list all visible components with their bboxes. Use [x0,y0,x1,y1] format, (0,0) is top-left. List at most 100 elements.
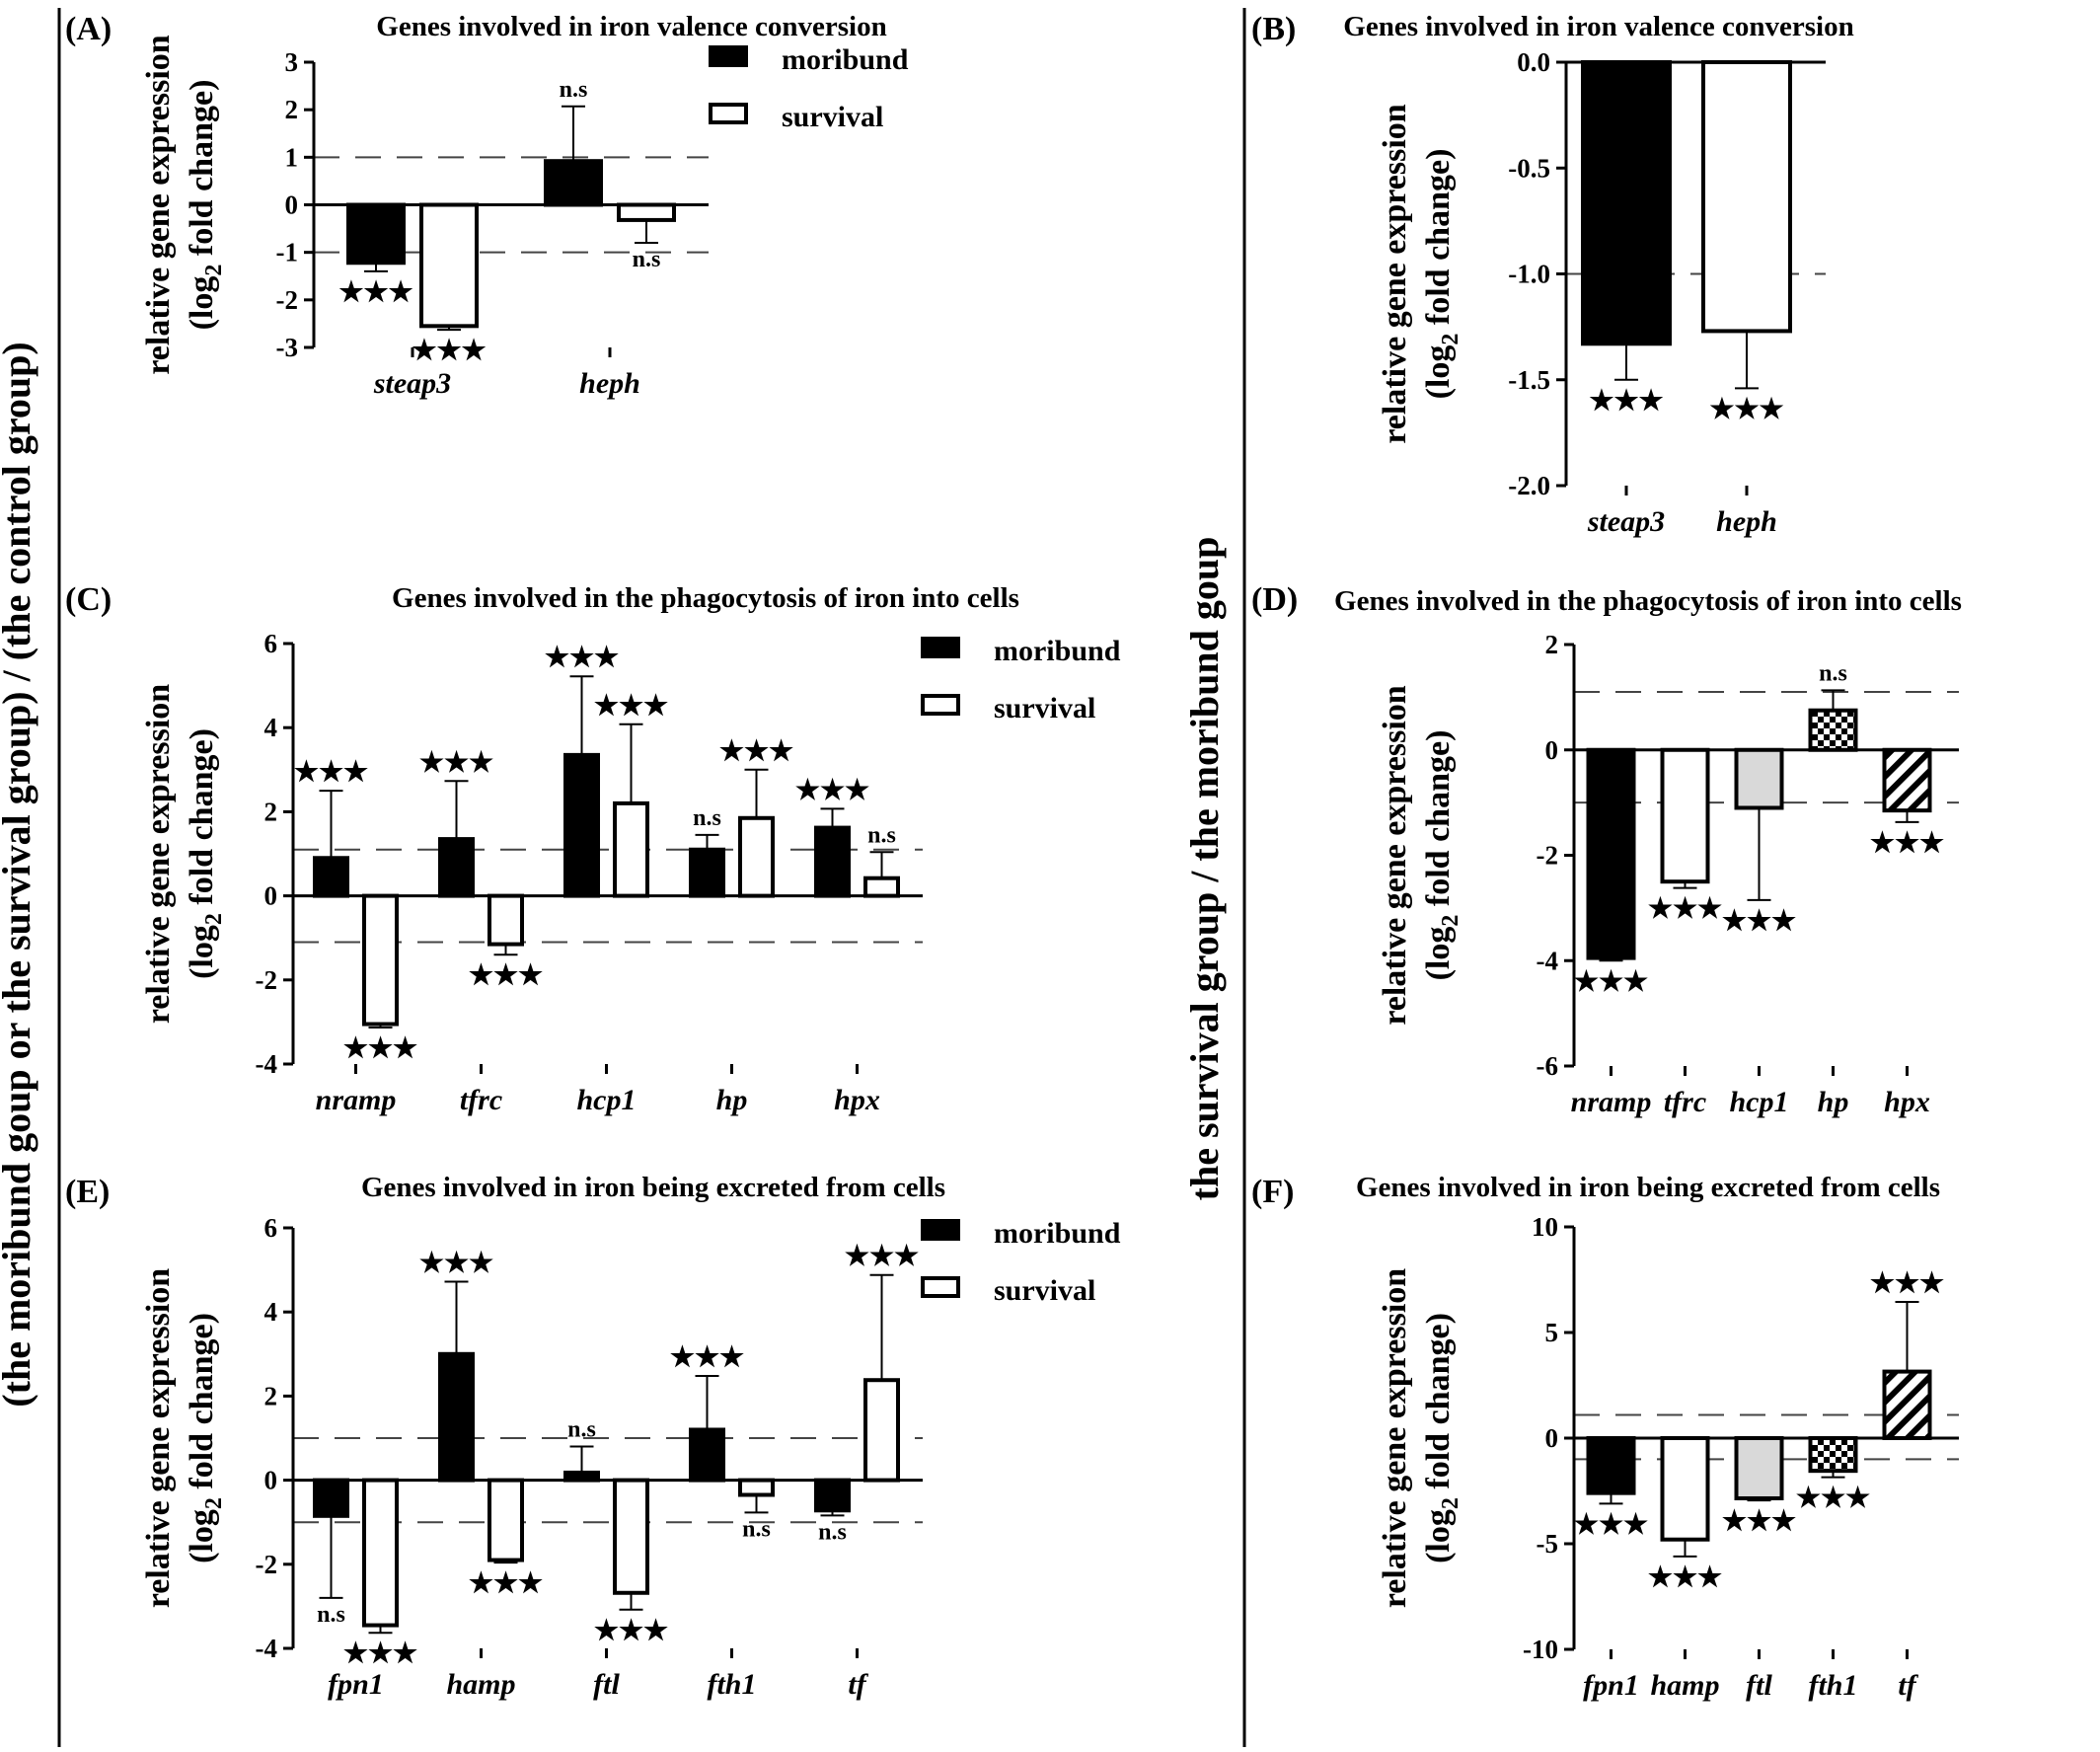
y-tick-label: -10 [1523,1635,1558,1664]
y-tick-label: -2 [1537,841,1559,871]
significance-stars: ★★★ [294,757,368,788]
legend-swatch-survival [921,1276,960,1298]
y-tick-label: 0.0 [1517,47,1550,77]
y-tick-label: -3 [276,333,299,362]
category-label: ftl [1746,1669,1772,1702]
y-tick-label: 4 [264,1297,278,1327]
panel-letter: (B) [1251,11,1296,47]
significance-stars: ★★★ [1574,1509,1648,1540]
bar-tfrc-survival [488,893,524,947]
bar-hpx-survival [863,876,900,898]
y-tick-label: -2 [256,965,278,995]
y-axis-label-unit-sub: 2 [1438,915,1463,927]
significance-stars: ★★★ [1589,386,1663,417]
y-tick-label: -4 [256,1049,278,1079]
chart-title: Genes involved in the phagocytosis of ir… [1334,585,1962,617]
significance-stars: ★★★ [1870,1268,1944,1299]
category-label: hamp [1650,1669,1719,1702]
panel-b: (B) Genes involved in iron valence conver… [1251,11,1854,538]
significance-stars: ★★★ [1648,1562,1722,1593]
ns-label: n.s [867,822,896,848]
significance-stars: ★★★ [469,1568,543,1599]
category-label: tf [1898,1669,1918,1702]
significance-stars: ★★★ [419,747,493,778]
category-label: fth1 [707,1668,756,1701]
significance-stars: ★★★ [719,736,793,767]
y-tick-label: 2 [285,95,299,124]
y-axis-label-unit-sub: 2 [1438,334,1463,345]
bar-ftl-ratio [1734,1436,1784,1500]
bar-hpx-ratio [1882,747,1932,813]
y-axis-label-unit-sub: 2 [201,1497,227,1509]
y-axis-label-unit-sub: 2 [1438,1497,1463,1509]
significance-stars: ★★★ [1722,906,1796,937]
bar-fth1-moribund [689,1427,725,1483]
category-label: nramp [1571,1086,1652,1118]
y-tick-label: -2 [276,285,299,315]
chart-title: Genes involved in the phagocytosis of ir… [392,582,1019,614]
y-axis-label-unit: (log2 fold change) [1420,730,1463,981]
legend-swatch-survival [921,694,960,716]
bar-nramp-ratio [1586,747,1636,960]
category-label: hcp1 [577,1084,637,1116]
panel-letter: (A) [65,11,112,47]
ns-label: n.s [1819,660,1847,686]
category-label: hpx [834,1084,880,1116]
chart-title: Genes involved in iron being excreted fr… [361,1172,945,1203]
bar-hcp1-moribund [563,752,600,898]
ns-label: n.s [317,1602,345,1628]
bar-hp-ratio [1808,708,1858,752]
bar-hpx-moribund [814,825,851,898]
y-axis-label-unit: (log2 fold change) [184,80,227,331]
y-axis-label: relative gene expression [1377,104,1413,443]
y-axis-label-unit-sub: 2 [201,913,227,925]
y-tick-label: 2 [1545,630,1559,659]
y-axis-label-unit: (log2 fold change) [184,1313,227,1563]
significance-stars: ★★★ [338,277,412,308]
chart-title: Genes involved in iron valence conversio… [376,11,886,42]
y-tick-label: -6 [1537,1051,1559,1081]
bar-tf-survival [863,1378,900,1483]
panel-letter: (C) [65,581,112,618]
y-axis-label-unit-post: fold change) [1420,730,1457,915]
y-axis-label-unit: (log2 fold change) [1420,1313,1463,1563]
y-axis-label: relative gene expression [140,684,177,1024]
ns-label: n.s [742,1516,771,1542]
panel-letter: (F) [1251,1174,1294,1210]
panel-a: (A) Genes involved in iron valence conver… [65,11,909,400]
significance-stars: ★★★ [670,1342,744,1373]
y-tick-label: -1.5 [1508,365,1550,395]
chart-title: Genes involved in iron being excreted fr… [1356,1172,1940,1203]
y-axis-label-unit-post: fold change) [1420,1313,1457,1497]
significance-stars: ★★★ [1796,1484,1870,1514]
y-axis-label: relative gene expression [1377,1268,1413,1608]
bar-tf-moribund [814,1478,851,1513]
bar-fpn1-moribund [313,1478,349,1518]
significance-stars: ★★★ [795,775,869,805]
bar-steap3-ratio [1581,60,1672,346]
category-label: tfrc [1664,1086,1706,1118]
legend-swatch-moribund [921,637,960,658]
y-tick-label: 0 [264,881,278,911]
category-label: steap3 [373,367,451,400]
legend-label-survival: survival [994,692,1095,724]
y-axis-label: relative gene expression [1377,685,1413,1025]
category-label: steap3 [1587,505,1665,538]
bar-hp-moribund [689,847,725,898]
y-tick-label: -2.0 [1508,471,1550,500]
y-tick-label: 5 [1545,1318,1559,1347]
y-tick-label: -0.5 [1508,153,1550,183]
category-label: hp [716,1084,748,1116]
significance-stars: ★★★ [1574,966,1648,997]
y-tick-label: 3 [285,47,299,77]
y-tick-label: -1.0 [1508,260,1550,289]
bar-hamp-survival [488,1478,524,1562]
legend-swatch-survival [709,103,748,124]
bar-fpn1-survival [362,1478,399,1628]
bar-fpn1-ratio [1586,1436,1636,1495]
y-axis-label-unit-post: fold change) [184,1313,220,1497]
significance-stars: ★★★ [343,1033,417,1064]
significance-stars: ★★★ [594,691,668,722]
y-axis-label-unit-post: fold change) [1420,149,1457,334]
